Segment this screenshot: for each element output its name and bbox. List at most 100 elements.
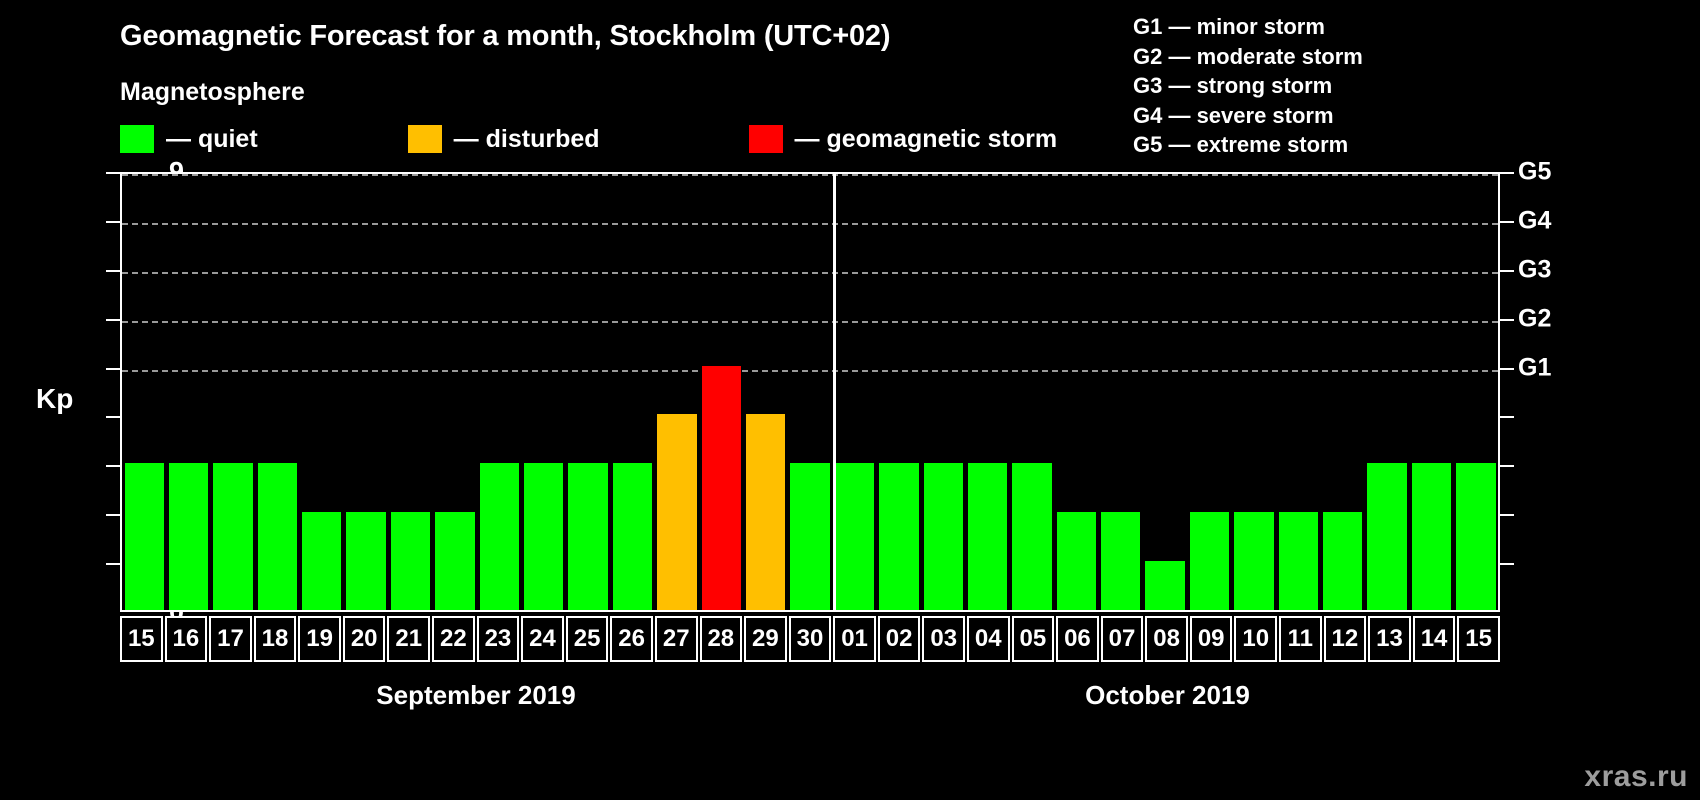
bar-slot: [300, 174, 344, 610]
bar-slot: [1010, 174, 1054, 610]
gridline-kp-6: [122, 320, 1498, 323]
bar-october-14: [1411, 463, 1452, 610]
g-scale-line-4: G4 — severe storm: [1133, 102, 1334, 128]
bar-october-05: [1012, 463, 1052, 610]
bar-slot: [743, 174, 787, 610]
y-tick-mark-6: [106, 318, 120, 321]
g-axis-tick-2: [1500, 514, 1514, 517]
bar-slot: [788, 174, 832, 610]
bar-september-24: [524, 463, 564, 610]
bar-slot: [566, 174, 610, 610]
gridline-kp-7: [122, 271, 1498, 274]
bar-slot: [1099, 174, 1143, 610]
date-cell-september-15: 15: [120, 616, 163, 662]
g-axis-label-G5: G5: [1518, 157, 1552, 186]
bar-october-01: [834, 463, 875, 610]
bar-slot: [388, 174, 432, 610]
date-axis: 15 16 17 18 19 20 21 22 23 24 25 26 27 28 29 30 01 02 03 04…: [120, 616, 1500, 662]
date-cell-october-06: 06: [1056, 616, 1099, 662]
bar-september-25: [568, 463, 608, 610]
plot-inner: [122, 174, 1498, 610]
bar-slot: [166, 174, 210, 610]
y-tick-mark-3: [106, 465, 120, 468]
bar-slot: [1232, 174, 1276, 610]
bar-september-17: [213, 463, 253, 610]
bar-september-26: [612, 463, 653, 610]
bar-october-08: [1145, 561, 1185, 610]
bar-slot: [699, 174, 743, 610]
y-tick-mark-2: [106, 514, 120, 517]
g-axis-tick-6: [1500, 318, 1514, 321]
date-cell-october-09: 09: [1189, 616, 1233, 662]
date-cell-september-25: 25: [565, 616, 609, 662]
bar-slot: [965, 174, 1009, 610]
legend-item-geomagnetic-storm: — geomagnetic storm: [748, 122, 1057, 156]
date-cell-october-11: 11: [1279, 616, 1322, 662]
y-tick-mark-5: [106, 367, 120, 370]
legend-swatch-geomagnetic-storm: [748, 125, 783, 153]
g-axis-label-G3: G3: [1518, 255, 1552, 284]
date-cell-october-12: 12: [1323, 616, 1367, 662]
date-cell-october-15: 15: [1457, 616, 1500, 662]
y-axis-title: Kp: [36, 383, 74, 414]
gridline-kp-9: [122, 174, 1498, 176]
date-cell-september-23: 23: [476, 616, 520, 662]
bar-slot: [1187, 174, 1231, 610]
date-cell-september-20: 20: [342, 616, 386, 662]
bar-september-18: [257, 463, 298, 610]
page-title: Geomagnetic Forecast for a month, Stockh…: [120, 20, 891, 52]
y-tick-mark-1: [106, 563, 120, 566]
y-tick-mark-8: [106, 220, 120, 223]
bar-october-10: [1234, 512, 1274, 610]
bar-september-16: [168, 463, 209, 610]
bar-september-19: [302, 512, 342, 610]
legend-heading: Magnetosphere: [120, 78, 305, 106]
bar-october-04: [967, 463, 1008, 610]
date-cell-october-01: 01: [833, 616, 876, 662]
bar-slot: [1276, 174, 1320, 610]
g-axis-tick-3: [1500, 465, 1514, 468]
bar-slot: [255, 174, 299, 610]
date-cell-september-21: 21: [387, 616, 431, 662]
date-cell-october-02: 02: [877, 616, 921, 662]
bar-september-15: [124, 463, 164, 610]
g-axis-tick-4: [1500, 416, 1514, 419]
g-scale-line-5: G5 — extreme storm: [1133, 132, 1349, 157]
y-tick-mark-7: [106, 269, 120, 272]
legend-swatch-disturbed: [407, 125, 442, 153]
month-label-october: October 2019: [1085, 680, 1250, 710]
legend-label-disturbed: — disturbed: [453, 124, 600, 153]
date-cell-september-27: 27: [654, 616, 698, 662]
bar-slot: [433, 174, 477, 610]
date-cell-october-14: 14: [1412, 616, 1456, 662]
gridline-kp-8: [122, 222, 1498, 225]
date-cell-september-16: 16: [164, 616, 208, 662]
g-axis-tick-5: [1500, 367, 1514, 370]
bar-slot: [1454, 174, 1498, 610]
g-axis-label-G2: G2: [1518, 304, 1552, 333]
bar-slot: [1365, 174, 1409, 610]
bar-september-23: [479, 463, 520, 610]
y-tick-mark-4: [106, 416, 120, 419]
month-label-september: September 2019: [376, 680, 576, 710]
bar-slot: [522, 174, 566, 610]
bar-slot: [122, 174, 166, 610]
date-cell-october-10: 10: [1234, 616, 1278, 662]
bar-september-21: [390, 512, 431, 610]
date-cell-september-17: 17: [209, 616, 252, 662]
bar-october-02: [879, 463, 919, 610]
date-cell-september-24: 24: [521, 616, 564, 662]
legend: — quiet — disturbed — geomagnetic storm: [120, 122, 1057, 156]
legend-item-quiet: — quiet: [120, 122, 258, 156]
bar-slot: [1143, 174, 1187, 610]
date-cell-october-08: 08: [1145, 616, 1188, 662]
g-axis-tick-1: [1500, 563, 1514, 566]
date-cell-september-29: 29: [744, 616, 787, 662]
bar-slot: [921, 174, 965, 610]
watermark: xras.ru: [1584, 760, 1688, 793]
bar-slot: [1054, 174, 1098, 610]
bar-october-13: [1367, 463, 1407, 610]
bar-september-30: [790, 463, 830, 610]
plot-area: [120, 172, 1500, 612]
